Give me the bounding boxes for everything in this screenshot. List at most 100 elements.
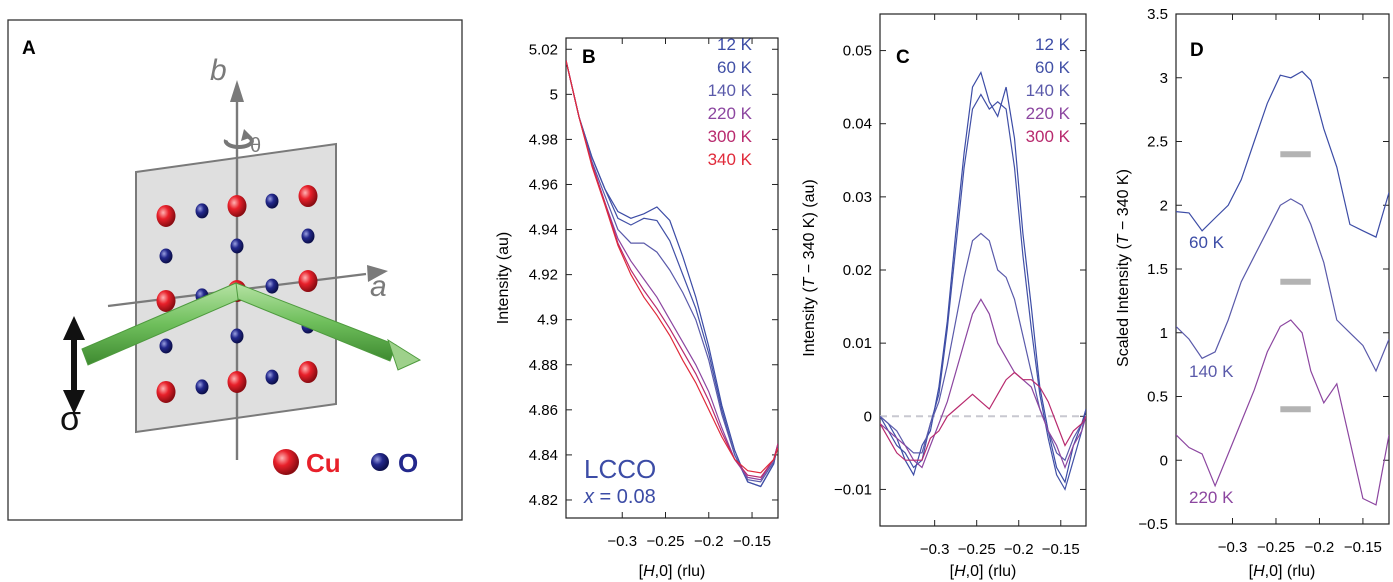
panel-c-letter: C — [896, 47, 910, 68]
legend-label: 300 K — [1026, 127, 1071, 146]
y-tick-label: 0.04 — [843, 116, 872, 133]
panel-d-letter: D — [1190, 40, 1204, 61]
legend-label: 60 K — [1035, 58, 1071, 77]
o-atom — [265, 193, 279, 209]
x-tick-label: −0.3 — [607, 533, 637, 550]
cu-atom — [227, 195, 247, 217]
scattered-beam — [235, 282, 397, 362]
b-axis-arrowhead — [230, 80, 244, 102]
series-line-12k — [880, 70, 1086, 484]
series-line-220k — [880, 298, 1086, 470]
o-atom — [230, 238, 244, 254]
doping-label: x = 0.08 — [583, 486, 656, 508]
y-tick-label: 5.02 — [529, 41, 558, 58]
y-tick-label: 4.9 — [537, 312, 558, 329]
x-tick-label: −0.25 — [958, 541, 996, 558]
y-tick-label: 0.05 — [843, 43, 872, 60]
y-tick-label: 0 — [1160, 452, 1168, 469]
ylabel-post: − 340 K) — [1115, 169, 1132, 234]
panel-c-chart: −0.3 −0.25 −0.2 −0.15 −0.01 0 0.01 0.02 0.03 0.04… — [801, 13, 1087, 580]
y-tick-label: 3.5 — [1147, 6, 1168, 23]
cu-atom — [156, 289, 176, 312]
panel-d-ylabel: Scaled Intensity (T − 340 K) — [1115, 169, 1132, 367]
y-tick-label: 4.86 — [529, 402, 558, 419]
y-tick-label: 4.96 — [529, 176, 558, 193]
legend-label: 300 K — [708, 127, 753, 146]
y-tick-label: 0.02 — [843, 262, 872, 279]
legend-label: 220 K — [708, 104, 753, 123]
y-tick-label: 5 — [550, 86, 558, 103]
cu-atom — [156, 204, 176, 227]
ylabel-pre: Intensity ( — [801, 287, 818, 357]
x-tick-label: −0.15 — [733, 533, 771, 550]
o-atom — [159, 248, 173, 264]
o-atom — [301, 228, 315, 244]
panel-b-xlabel: [H,0] (rlu) — [639, 563, 706, 580]
legend-label: 140 K — [1026, 81, 1071, 100]
b-axis-label: b — [210, 54, 227, 87]
xlabel-open: [ — [950, 563, 955, 580]
series-line-140k — [880, 232, 1086, 462]
o-atom — [265, 278, 279, 294]
y-tick-label: 2.5 — [1147, 134, 1168, 151]
cu-atom — [298, 185, 318, 208]
panel-b-ylabel: Intensity (au) — [495, 232, 512, 324]
x-tick-label: −0.25 — [1257, 539, 1295, 556]
panel-d-plot: −0.3 −0.25 −0.2 −0.15 −0.5 0 0.5 1 1.5 2 2.5 3 3.5 60… — [1138, 6, 1389, 556]
y-tick-label: −0.5 — [1138, 516, 1168, 533]
series-line-60k — [880, 93, 1086, 491]
a-axis-arrowhead — [367, 265, 388, 282]
ylabel-var: T — [1115, 233, 1132, 244]
a-axis-label: a — [370, 270, 387, 303]
y-tick-label: 2 — [1160, 197, 1168, 214]
x-tick-label: −0.3 — [1218, 539, 1248, 556]
series-line-300k — [566, 60, 778, 479]
y-tick-label: 0 — [864, 408, 872, 425]
y-tick-label: 1 — [1160, 325, 1168, 342]
y-tick-label: 4.98 — [529, 131, 558, 148]
series-line-60k — [1176, 70, 1389, 238]
y-tick-label: 4.94 — [529, 222, 558, 239]
y-tick-label: 4.84 — [529, 447, 558, 464]
o-legend-label: O — [398, 448, 418, 478]
x-tick-label: −0.15 — [1042, 541, 1080, 558]
x-tick-label: −0.2 — [1305, 539, 1335, 556]
cu-atom — [156, 380, 176, 403]
ylabel-post: − 340 K) (au) — [801, 179, 818, 277]
sample-label: LCCO — [584, 454, 656, 484]
rotation-arrowhead-icon — [241, 129, 252, 141]
series-inline-label: 60 K — [1189, 233, 1225, 252]
atom-lattice — [156, 185, 318, 403]
panel-d-frame — [1175, 13, 1390, 525]
y-tick-label: 1.5 — [1147, 261, 1168, 278]
xlabel-open: [ — [1249, 563, 1254, 580]
ylabel-pre: Scaled Intensity ( — [1115, 244, 1132, 367]
panel-b-letter: B — [582, 47, 596, 68]
legend-label: 60 K — [717, 58, 753, 77]
panel-a-frame — [7, 19, 463, 521]
legend-label: 140 K — [708, 81, 753, 100]
panel-d-xlabel: [H,0] (rlu) — [1249, 563, 1316, 580]
panel-b-plot: −0.3 −0.25 −0.2 −0.15 4.82 4.84 4.86 4.88 4.9 4.9… — [529, 35, 778, 550]
x-tick-label: −0.2 — [1004, 541, 1034, 558]
y-tick-label: 3 — [1160, 70, 1168, 87]
legend-label: 220 K — [1026, 104, 1071, 123]
rotation-arrow-icon — [223, 134, 254, 149]
o-atom — [265, 369, 279, 385]
cu-atom — [298, 361, 318, 384]
xlabel-var: H — [954, 563, 966, 580]
o-atom — [159, 338, 173, 354]
y-tick-label: 0.5 — [1147, 389, 1168, 406]
doping-value: = 0.08 — [594, 486, 656, 508]
cu-atom — [298, 270, 318, 293]
polarization-arrow-up-icon — [63, 316, 85, 340]
x-tick-label: −0.3 — [920, 541, 950, 558]
series-line-220k — [566, 60, 778, 481]
series-line-300k — [880, 371, 1086, 461]
o-atom — [195, 379, 209, 395]
y-tick-label: −0.01 — [834, 481, 872, 498]
panel-d-chart: −0.3 −0.25 −0.2 −0.15 −0.5 0 0.5 1 1.5 2 2.5 3 3.5 60… — [1115, 6, 1390, 580]
x-tick-label: −0.25 — [647, 533, 685, 550]
cu-atom — [227, 371, 247, 393]
series-line-140k — [566, 60, 778, 483]
